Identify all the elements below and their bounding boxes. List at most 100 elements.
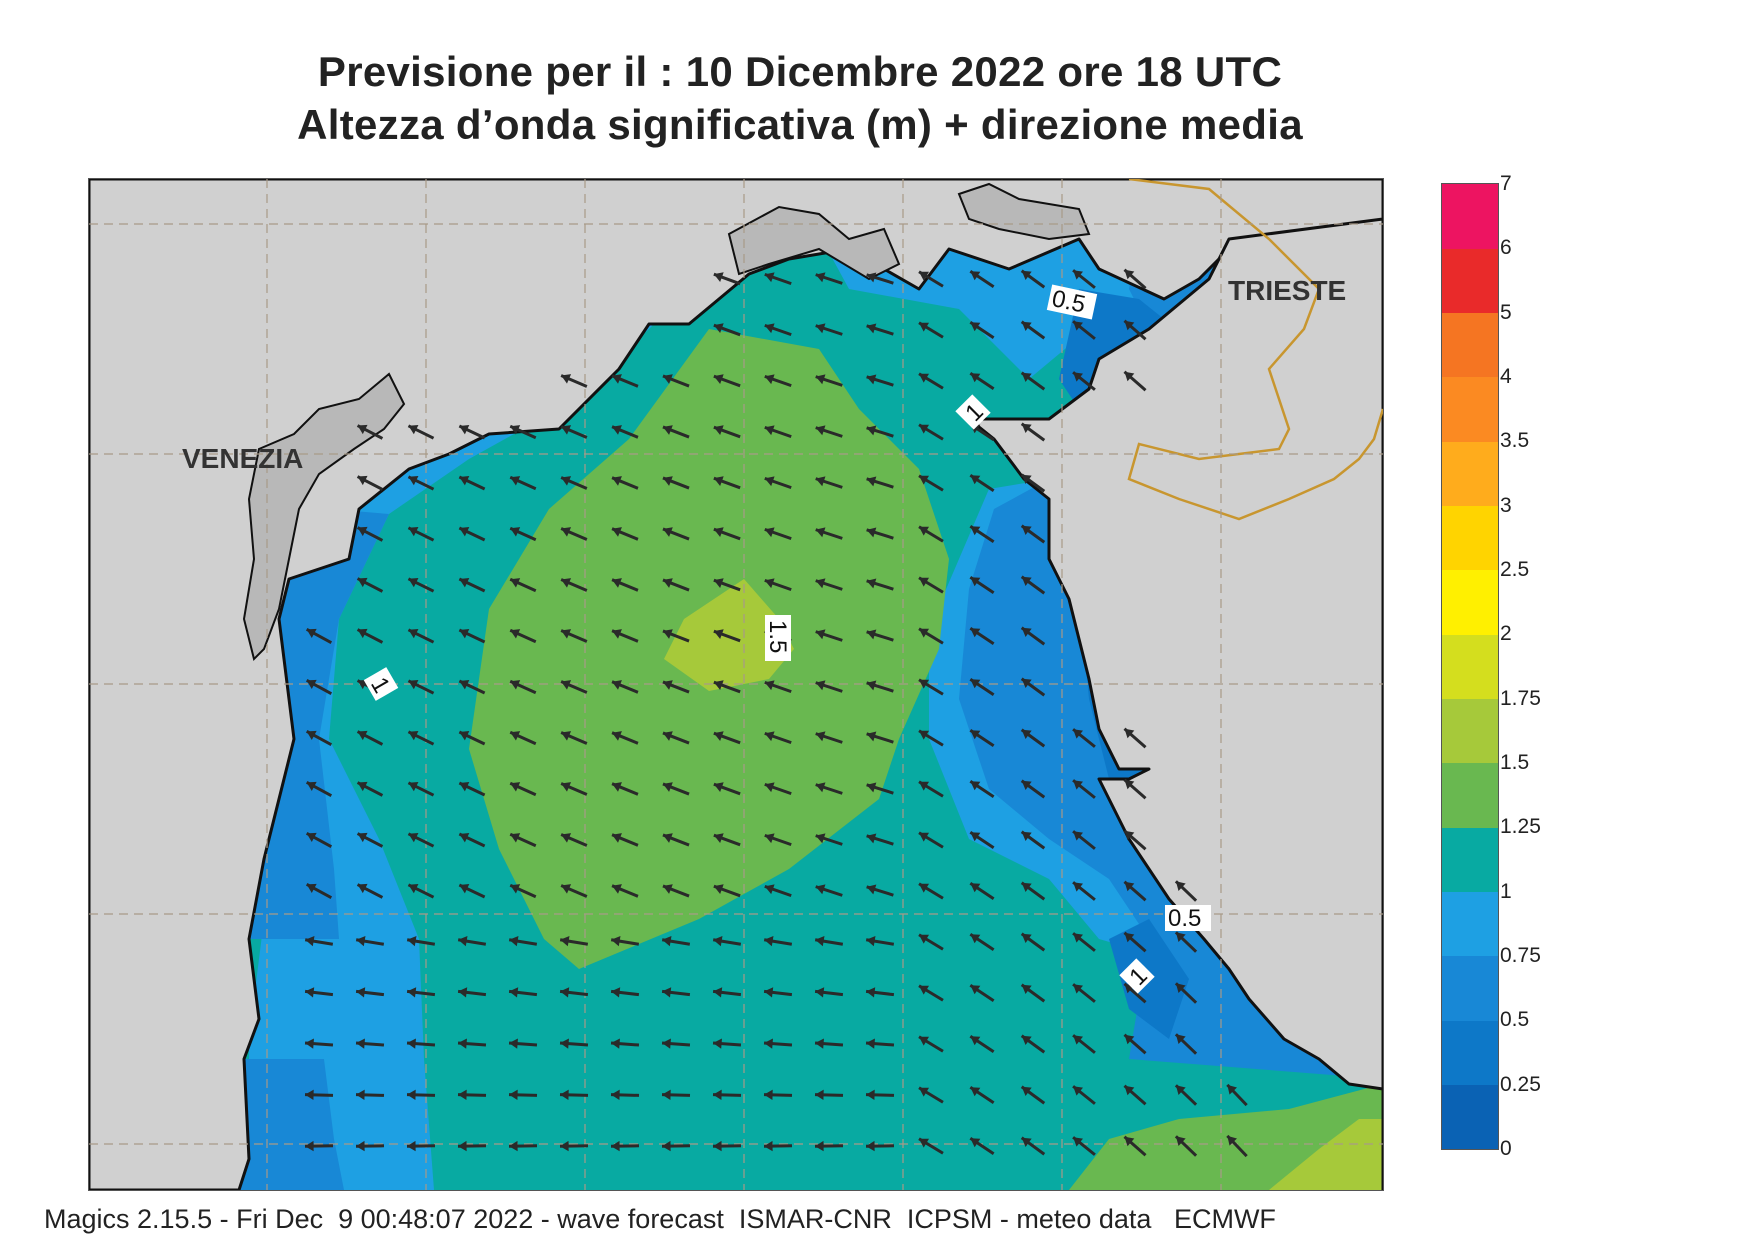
lagoon-grado xyxy=(727,205,901,281)
direction-arrow-head xyxy=(459,782,470,792)
direction-arrow-head xyxy=(408,475,419,486)
direction-arrow-head xyxy=(306,832,317,842)
direction-arrow-head xyxy=(560,1089,569,1100)
direction-arrow-head xyxy=(1073,372,1083,382)
direction-arrow-head xyxy=(919,271,930,281)
direction-arrow-head xyxy=(407,1089,416,1100)
direction-arrow-head xyxy=(970,832,981,842)
direction-arrow-head xyxy=(1124,1034,1135,1045)
direction-arrow-head xyxy=(970,526,981,536)
direction-arrow-head xyxy=(764,782,775,793)
direction-arrow-head xyxy=(1124,728,1135,739)
direction-arrow-head xyxy=(357,883,368,894)
direction-arrow-head xyxy=(764,527,775,538)
direction-arrow-head xyxy=(970,475,981,485)
direction-arrow-head xyxy=(662,936,672,947)
direction-arrow-head xyxy=(408,832,419,843)
colorbar-tick-label: 7 xyxy=(1500,172,1512,195)
direction-arrow-head xyxy=(866,731,877,742)
direction-arrow-head xyxy=(458,1089,467,1100)
direction-arrow-head xyxy=(408,526,419,537)
direction-arrow-head xyxy=(510,476,521,486)
direction-arrow-head xyxy=(764,578,775,589)
colorbar-tick-label: 2.5 xyxy=(1500,558,1530,581)
direction-arrow-head xyxy=(866,323,877,334)
colorbar-tick-label: 0 xyxy=(1500,1137,1512,1160)
direction-arrow-head xyxy=(612,782,622,792)
direction-arrow-head xyxy=(866,629,877,640)
direction-arrow-head xyxy=(1073,831,1083,841)
colorbar-tick-label: 3.5 xyxy=(1500,429,1530,453)
direction-arrow-head xyxy=(764,987,774,998)
direction-arrow-head xyxy=(356,1140,365,1152)
direction-arrow-head xyxy=(560,936,570,947)
direction-arrow-head xyxy=(1021,474,1032,484)
direction-arrow-head xyxy=(919,1087,930,1097)
direction-arrow-head xyxy=(459,833,470,843)
direction-arrow-head xyxy=(815,731,826,742)
direction-arrow-head xyxy=(459,680,470,690)
direction-arrow-head xyxy=(357,475,368,486)
direction-arrow-head xyxy=(357,577,368,588)
direction-arrow-head xyxy=(919,1138,930,1148)
direction-arrow-head xyxy=(1073,1086,1083,1096)
map-title: Previsione per il : 10 Dicembre 2022 ore… xyxy=(317,48,1283,95)
direction-arrow-head xyxy=(970,577,981,587)
direction-arrow-head xyxy=(970,628,981,638)
direction-arrow-head xyxy=(611,1089,620,1100)
colorbar-segment xyxy=(1442,248,1498,314)
direction-arrow-head xyxy=(560,987,570,998)
direction-arrow-head xyxy=(612,629,622,639)
direction-arrow-head xyxy=(919,577,930,587)
colorbar-segment xyxy=(1442,570,1498,635)
colorbar-tick-label: 6 xyxy=(1500,236,1512,260)
direction-arrow-head xyxy=(713,629,724,639)
direction-arrow-head xyxy=(764,1038,773,1049)
direction-arrow-head xyxy=(561,578,572,588)
direction-arrow-head xyxy=(356,987,366,998)
direction-arrow-head xyxy=(815,578,826,589)
direction-arrow-head xyxy=(662,884,673,894)
direction-arrow-head xyxy=(305,1089,314,1100)
map-subtitle: Altezza d’onda significativa (m) + direz… xyxy=(297,101,1303,148)
colorbar-segment xyxy=(1442,827,1498,893)
sea-band-05-southwest xyxy=(239,1059,344,1190)
direction-arrow-head xyxy=(764,323,775,334)
contour-labels: 0.5 1 1.5 1 0.5 1 xyxy=(363,284,1211,994)
colorbar-segment xyxy=(1442,634,1498,700)
direction-arrow-head xyxy=(662,425,673,435)
direction-arrow-head xyxy=(357,730,368,741)
direction-arrow-head xyxy=(815,272,826,283)
direction-arrow-head xyxy=(1073,321,1083,331)
direction-arrow-head xyxy=(970,883,981,893)
direction-arrow-head xyxy=(1021,423,1032,433)
direction-arrow-head xyxy=(662,833,673,843)
direction-arrow-head xyxy=(919,781,930,791)
direction-arrow-head xyxy=(866,1089,875,1100)
colorbar-segment xyxy=(1442,956,1498,1021)
direction-arrow-head xyxy=(407,936,417,947)
direction-arrow-head xyxy=(815,629,826,640)
direction-arrow-head xyxy=(970,781,981,791)
colorbar-tick-label: 0.75 xyxy=(1500,944,1541,967)
direction-arrow-head xyxy=(662,629,673,639)
direction-arrow-head xyxy=(560,1038,569,1049)
direction-arrow-head xyxy=(612,680,622,690)
direction-arrow-head xyxy=(866,578,877,589)
direction-arrow-head xyxy=(919,424,930,434)
direction-arrow-head xyxy=(1124,881,1135,892)
direction-arrow-head xyxy=(713,527,724,537)
direction-arrow-head xyxy=(1021,984,1032,994)
direction-arrow-head xyxy=(561,884,572,894)
direction-arrow-head xyxy=(612,731,622,741)
direction-arrow-head xyxy=(560,1140,569,1152)
direction-arrow-head xyxy=(815,527,826,538)
direction-arrow-head xyxy=(459,425,470,435)
direction-arrow-head xyxy=(815,987,825,998)
direction-arrow-head xyxy=(510,629,521,639)
direction-arrow-head xyxy=(713,1038,722,1049)
direction-arrow-head xyxy=(815,323,826,334)
direction-arrow-head xyxy=(561,374,572,384)
direction-arrow-head xyxy=(561,629,572,639)
direction-arrow-head xyxy=(970,730,981,740)
